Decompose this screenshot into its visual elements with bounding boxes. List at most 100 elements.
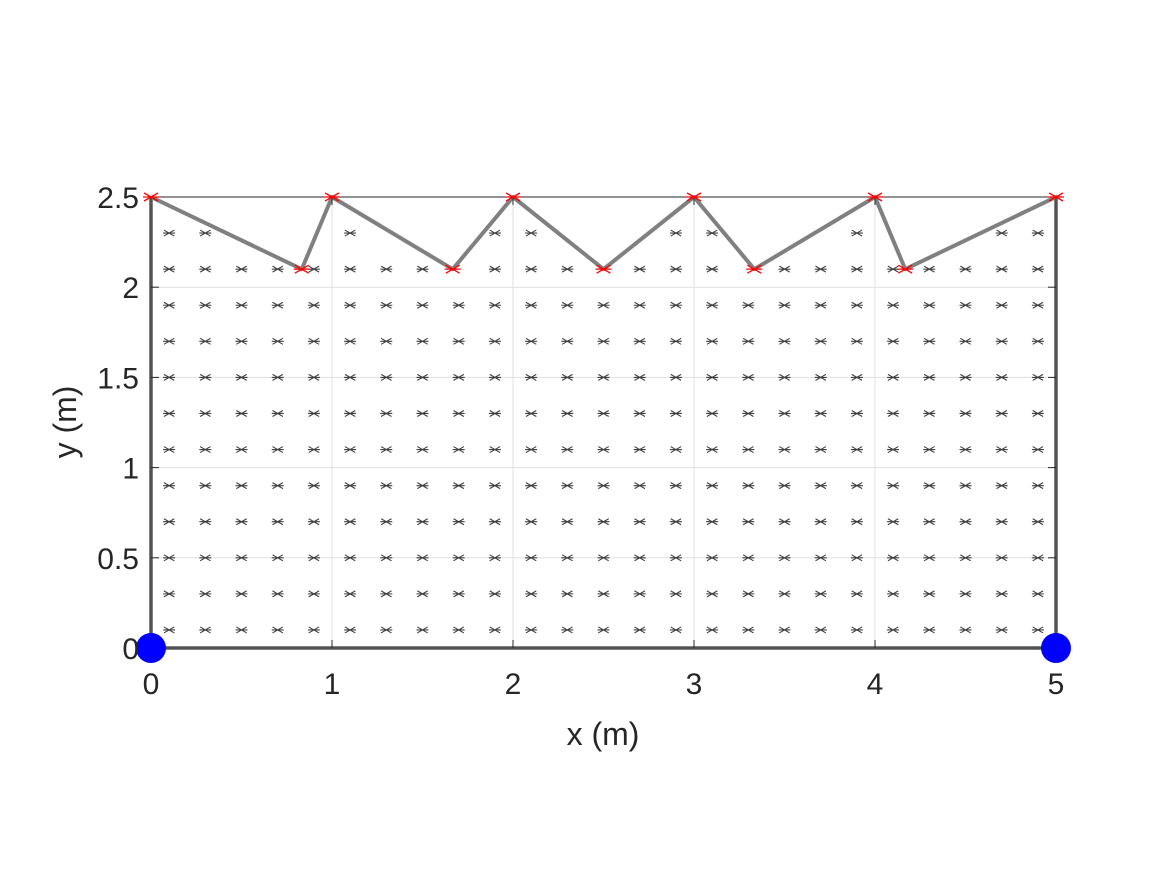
interior-point-glyph: [923, 483, 935, 489]
interior-point: [344, 266, 356, 272]
interior-point-glyph: [742, 555, 754, 561]
interior-point: [887, 302, 899, 308]
interior-point: [344, 627, 356, 633]
interior-point: [163, 627, 175, 633]
interior-point-glyph: [670, 374, 682, 380]
interior-point-glyph: [996, 266, 1008, 272]
y-axis-label: y (m): [47, 386, 83, 459]
interior-point-glyph: [489, 519, 501, 525]
interior-point-glyph: [670, 230, 682, 236]
interior-point: [706, 591, 718, 597]
interior-point-glyph: [1032, 230, 1044, 236]
interior-point: [706, 374, 718, 380]
interior-point-glyph: [779, 591, 791, 597]
interior-point-glyph: [380, 447, 392, 453]
interior-point-glyph: [417, 591, 429, 597]
interior-point: [417, 266, 429, 272]
interior-point: [308, 519, 320, 525]
interior-point: [417, 410, 429, 416]
interior-point-glyph: [634, 483, 646, 489]
interior-point: [887, 591, 899, 597]
interior-point-glyph: [779, 519, 791, 525]
outline-layer: [151, 197, 1056, 648]
interior-point: [380, 447, 392, 453]
interior-point: [706, 483, 718, 489]
interior-point: [779, 627, 791, 633]
interior-point: [815, 627, 827, 633]
interior-point-glyph: [634, 338, 646, 344]
interior-point-glyph: [489, 266, 501, 272]
interior-point: [308, 447, 320, 453]
tick-labels-layer: 0 1 2 3 4 500.511.522.5: [97, 182, 1064, 701]
interior-point: [308, 338, 320, 344]
interior-point: [779, 591, 791, 597]
interior-point-glyph: [417, 555, 429, 561]
interior-point: [960, 374, 972, 380]
interior-point: [489, 591, 501, 597]
interior-point: [163, 555, 175, 561]
interior-point: [561, 302, 573, 308]
interior-point-glyph: [308, 519, 320, 525]
interior-point-glyph: [706, 266, 718, 272]
interior-point-glyph: [815, 483, 827, 489]
interior-point-glyph: [815, 591, 827, 597]
interior-point: [236, 627, 248, 633]
interior-point-glyph: [344, 302, 356, 308]
interior-point: [163, 447, 175, 453]
interior-point-glyph: [199, 302, 211, 308]
x-tick-label: 5: [1048, 668, 1065, 701]
interior-point-glyph: [706, 302, 718, 308]
interior-point: [742, 555, 754, 561]
interior-point: [923, 447, 935, 453]
interior-point-glyph: [489, 483, 501, 489]
interior-point-glyph: [163, 447, 175, 453]
interior-point-glyph: [960, 374, 972, 380]
interior-point: [815, 555, 827, 561]
interior-point-glyph: [525, 410, 537, 416]
interior-point-glyph: [960, 410, 972, 416]
interior-point: [742, 410, 754, 416]
interior-point: [525, 519, 537, 525]
interior-point-glyph: [236, 591, 248, 597]
interior-point: [996, 447, 1008, 453]
interior-point-glyph: [417, 374, 429, 380]
interior-point-glyph: [417, 302, 429, 308]
interior-point-glyph: [851, 266, 863, 272]
interior-point: [996, 555, 1008, 561]
interior-point-glyph: [598, 338, 610, 344]
interior-point-glyph: [706, 483, 718, 489]
interior-point: [236, 338, 248, 344]
interior-point-glyph: [996, 374, 1008, 380]
interior-point: [417, 591, 429, 597]
interior-point-glyph: [598, 519, 610, 525]
interior-point-glyph: [851, 483, 863, 489]
interior-point: [344, 374, 356, 380]
interior-point-glyph: [815, 302, 827, 308]
interior-point-glyph: [199, 483, 211, 489]
interior-point: [272, 410, 284, 416]
interior-point-glyph: [960, 627, 972, 633]
interior-point-glyph: [923, 627, 935, 633]
interior-point-glyph: [272, 338, 284, 344]
interior-point-glyph: [1032, 483, 1044, 489]
interior-point-glyph: [815, 447, 827, 453]
interior-point-glyph: [489, 410, 501, 416]
interior-point-glyph: [923, 266, 935, 272]
interior-point-glyph: [996, 555, 1008, 561]
interior-point: [525, 338, 537, 344]
interior-point-glyph: [670, 266, 682, 272]
interior-point-glyph: [272, 519, 284, 525]
interior-point: [308, 555, 320, 561]
interior-point-glyph: [561, 266, 573, 272]
interior-point-glyph: [453, 519, 465, 525]
y-tick-label: 1: [122, 453, 139, 486]
interior-point: [706, 302, 718, 308]
interior-point: [489, 627, 501, 633]
interior-point: [525, 374, 537, 380]
interior-point-glyph: [272, 266, 284, 272]
interior-point: [525, 591, 537, 597]
interior-point: [960, 627, 972, 633]
interior-point-glyph: [199, 410, 211, 416]
interior-point-glyph: [851, 230, 863, 236]
interior-point-glyph: [634, 410, 646, 416]
